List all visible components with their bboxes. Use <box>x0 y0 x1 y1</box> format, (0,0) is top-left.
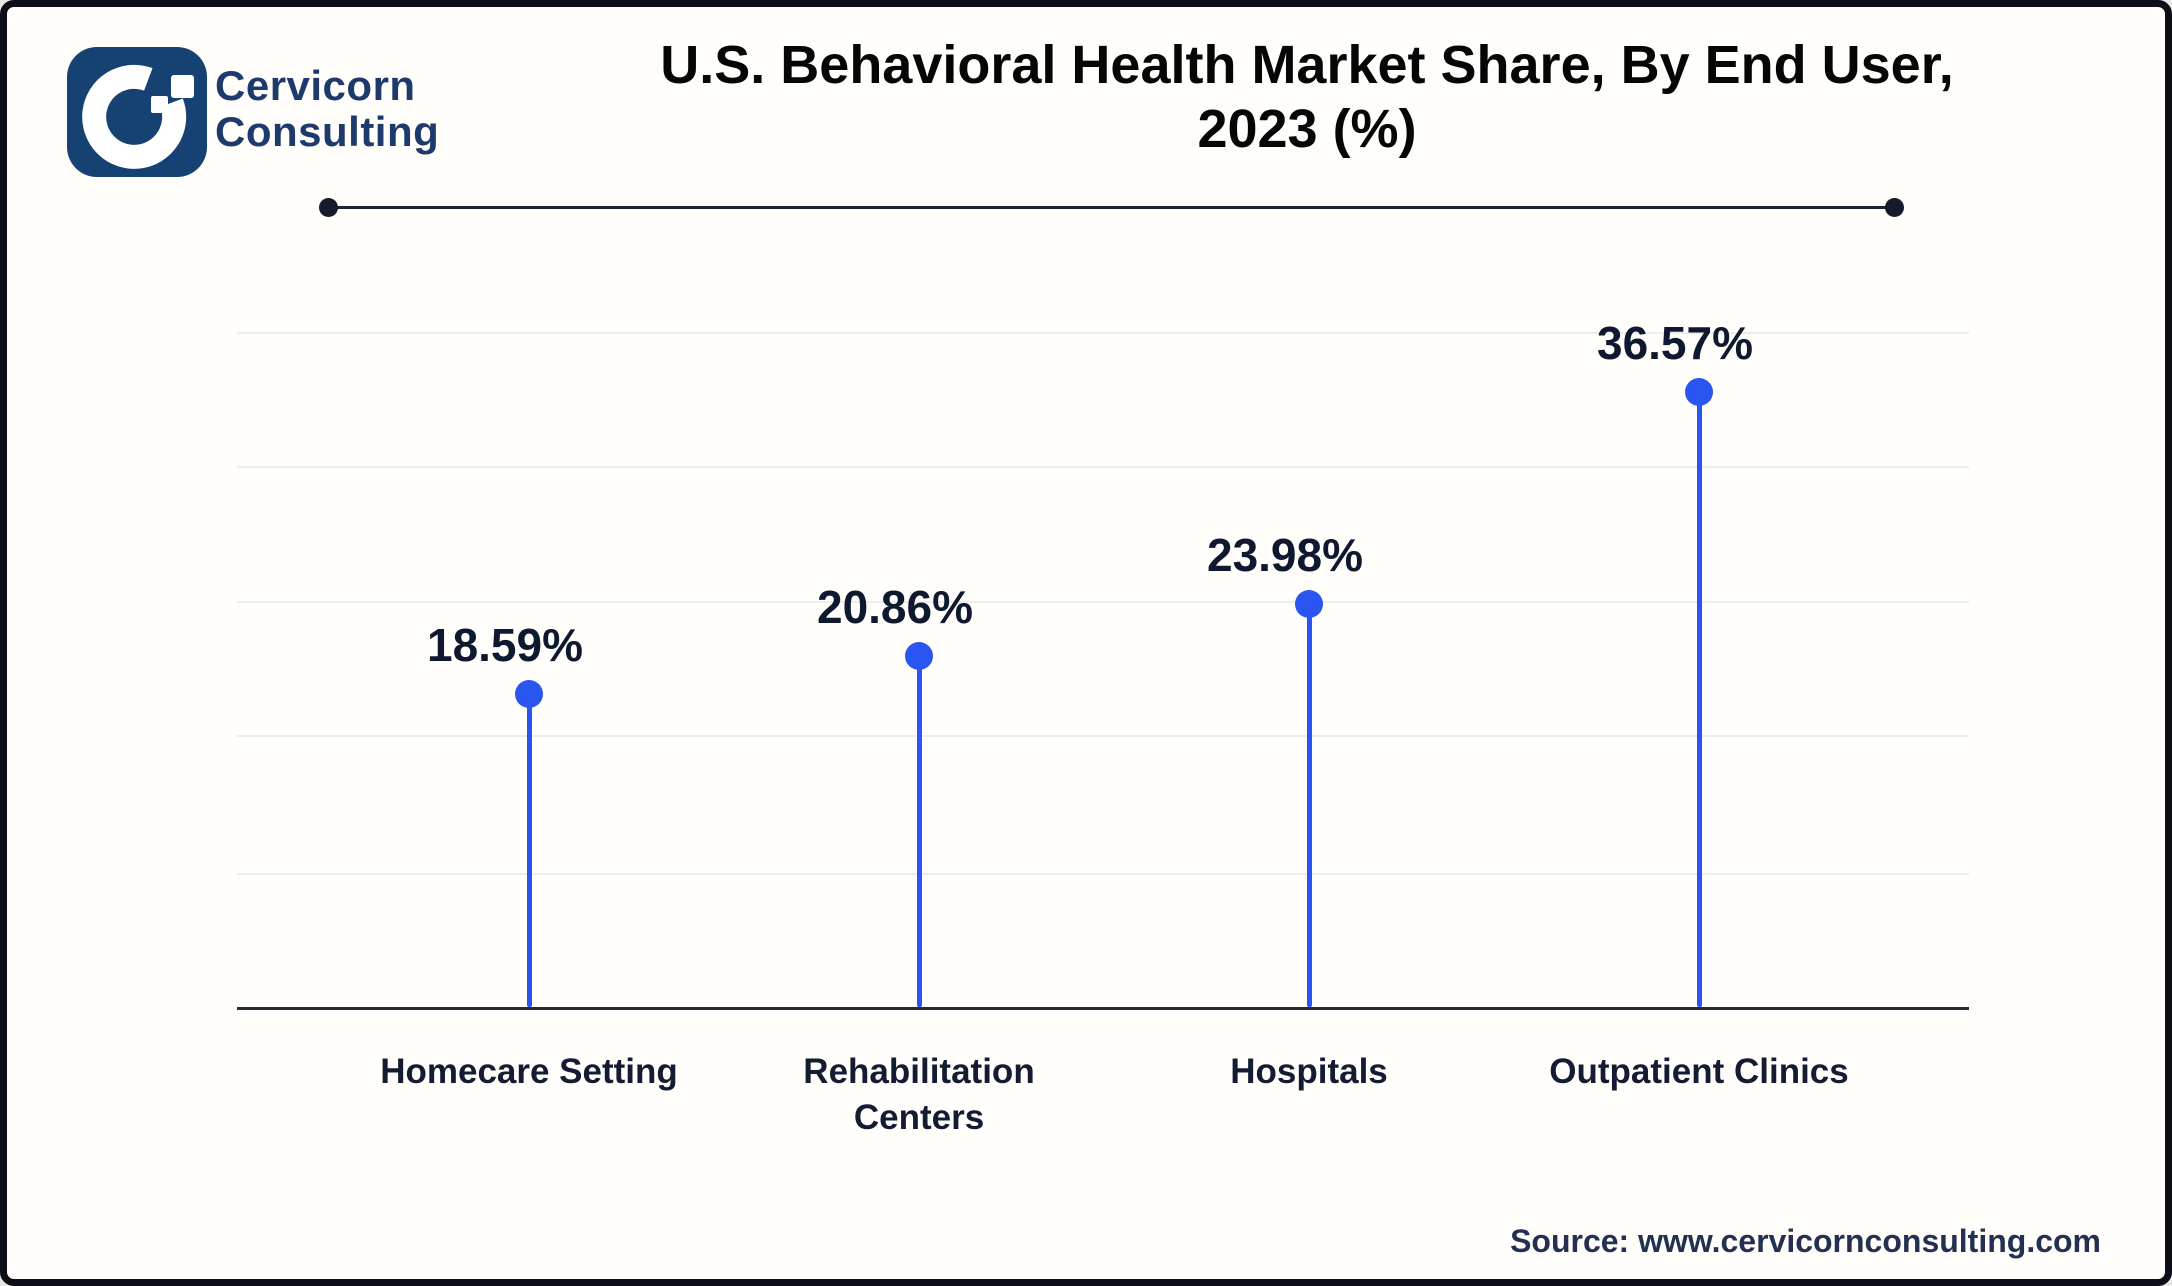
brand-name-line1: Cervicorn <box>215 62 416 109</box>
lollipop-stem <box>1697 398 1702 1007</box>
source-note: Source: www.cervicornconsulting.com <box>1510 1223 2101 1259</box>
lollipop-stem <box>527 700 532 1007</box>
chart-title-line1: U.S. Behavioral Health Market Share, By … <box>660 35 1954 95</box>
category-label: Homecare Setting <box>380 1052 678 1091</box>
cervicorn-logo-icon <box>67 47 207 177</box>
brand-name-line2: Consulting <box>215 108 440 155</box>
lollipop-dot <box>515 680 543 708</box>
category-label: Hospitals <box>1230 1052 1388 1091</box>
lollipop-stem <box>917 662 922 1007</box>
gridline <box>237 601 1969 603</box>
gridline <box>237 873 1969 875</box>
data-value-label: 18.59% <box>426 619 583 671</box>
category-label: Rehabilitation Centers <box>803 1052 1035 1137</box>
lollipop-dot <box>1685 378 1713 406</box>
lollipop-dot <box>1295 590 1323 618</box>
data-value-label: 23.98% <box>1206 529 1363 581</box>
plot-area: 18.59% 20.86% 23.98% 36.57% <box>237 267 1969 1010</box>
gridline <box>237 466 1969 468</box>
gridline <box>237 332 1969 334</box>
lollipop-dot <box>905 642 933 670</box>
brand-name: Cervicorn Consulting <box>215 63 439 155</box>
data-value-label: 36.57% <box>1596 317 1753 369</box>
divider-end-dot-right <box>1885 198 1904 217</box>
gridline <box>237 735 1969 737</box>
lollipop-stem <box>1307 610 1312 1007</box>
chart-title-line2: 2023 (%) <box>1197 99 1417 159</box>
data-value-label: 20.86% <box>816 581 973 633</box>
chart-title: U.S. Behavioral Health Market Share, By … <box>477 33 2137 161</box>
category-label: Outpatient Clinics <box>1549 1052 1849 1091</box>
divider-end-dot-left <box>319 198 338 217</box>
title-divider-line <box>328 206 1894 209</box>
